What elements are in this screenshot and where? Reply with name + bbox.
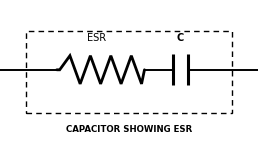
Text: CAPACITOR SHOWING ESR: CAPACITOR SHOWING ESR (66, 125, 192, 134)
Text: C: C (177, 33, 184, 43)
Bar (26, 31, 232, 113)
Text: ESR: ESR (87, 33, 106, 43)
